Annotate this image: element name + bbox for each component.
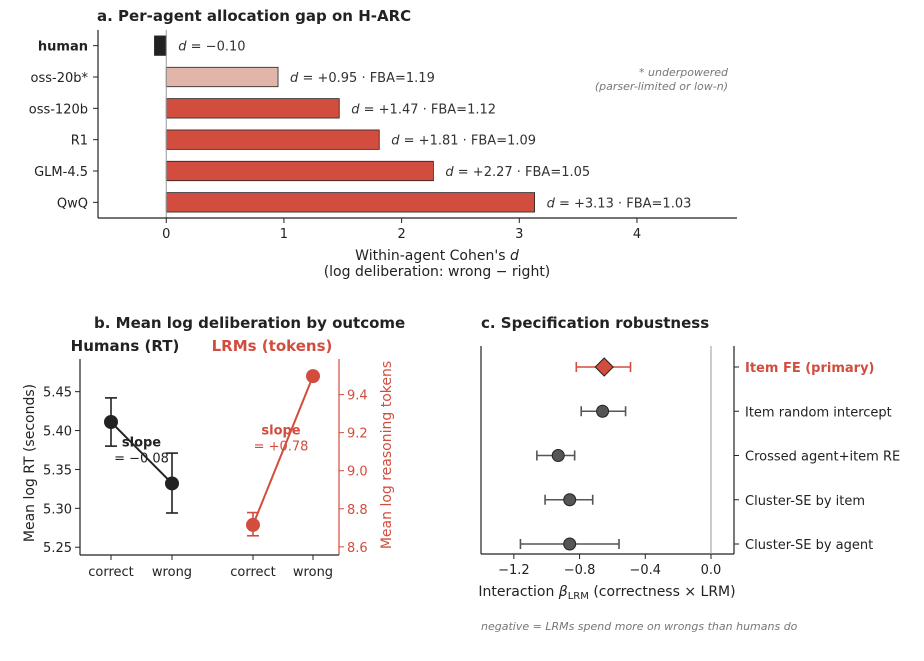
lrms-line [252,375,314,526]
spec-label: Cluster-SE by item [745,494,865,509]
panel-b-ylabel-right: Mean log reasoning tokens [379,361,395,549]
b-ytick-right-label: 9.0 [347,465,368,480]
lrms-slope-value: = +0.78 [254,440,309,455]
annotation-oss-120b: d = +1.47 · FBA=1.12 [351,102,496,117]
c-xtick-label: −0.4 [629,563,661,578]
panel-a-bars: d = −0.10 d = +0.95 · FBA=1.19 d = +1.47 ·… [154,35,692,213]
estimate-diamond [594,357,614,377]
b-ytick-right-label: 9.2 [347,427,368,442]
b-ytick-right-label: 8.6 [347,541,368,556]
ytick-label-oss-20b*: oss-20b* [31,71,89,86]
ytick-label-R1: R1 [71,134,88,149]
c-xtick-label: −1.2 [498,563,530,578]
b-ytick-left-label: 5.25 [43,541,72,556]
ytick-label-oss-120b: oss-120b [29,102,88,117]
bar-oss-120b [165,98,340,119]
b-ytick-left-label: 5.45 [43,386,72,401]
panel-c-xlabel: Interaction βLRM (correctness × LRM) [478,584,735,602]
panel-a-title: a. Per-agent allocation gap on H-ARC [97,7,411,25]
b-xtick-label: correct [88,565,134,580]
estimate-point [551,449,565,462]
b-ytick-right-label: 8.8 [347,503,368,518]
lrms-point [246,517,260,532]
panel-a-xlabel-1: Within-agent Cohen's d [355,248,519,264]
xtick-label: 0 [162,227,170,242]
spec-label: Item random intercept [745,405,892,420]
b-ytick-right-label: 9.4 [347,389,368,404]
lrms-point [306,369,320,384]
panel-c-title: c. Specification robustness [481,314,709,332]
lrms-slope-title: slope [261,424,300,439]
panel-b-lrms-header: LRMs (tokens) [212,337,333,355]
xtick-label: 1 [280,227,288,242]
humans-point [165,476,179,491]
humans-slope-value: = −0.08 [114,452,169,467]
panel-c: c. Specification robustness −1.2 −0.8 −0.4… [478,314,900,633]
panel-b-plot: 5.25 5.30 5.35 5.40 5.45 8.6 8.8 9.0 9.2 9.4 corre… [43,359,368,580]
panel-a-axes: human oss-20b* oss-120b R1 GLM-4.5 QwQ 0 1 2 3 4 [29,30,737,242]
panel-b: b. Mean log deliberation by outcome Huma… [22,314,405,580]
annotation-human: d = −0.10 [178,40,245,55]
annotation-GLM-4.5: d = +2.27 · FBA=1.05 [445,165,590,180]
bar-R1 [165,129,380,150]
b-ytick-left-label: 5.30 [43,502,72,517]
panel-b-title: b. Mean log deliberation by outcome [94,314,405,332]
humans-line [110,421,173,485]
estimate-point [563,493,577,507]
spec-label: Cluster-SE by agent [745,538,873,553]
estimate-point [563,537,577,551]
bar-human [154,35,167,56]
panel-b-ylabel-left: Mean log RT (seconds) [22,384,38,542]
b-ytick-left-label: 5.35 [43,463,72,478]
b-xtick-label: wrong [152,565,192,580]
c-xtick-label: −0.8 [564,563,596,578]
panel-a: a. Per-agent allocation gap on H-ARC d =… [29,7,737,280]
estimate-point [596,404,610,418]
panel-b-humans-header: Humans (RT) [71,337,180,355]
xtick-label: 2 [397,227,405,242]
c-xtick-label: 0.0 [701,563,722,578]
spec-label: Crossed agent+item RE [745,450,900,465]
panel-c-plot: −1.2 −0.8 −0.4 0.0 Item FE (primary) Item ran… [480,346,900,578]
xtick-label: 3 [515,227,523,242]
xtick-label: 4 [633,227,641,242]
panel-a-note-1: * underpowered [639,66,729,79]
panel-a-note-2: (parser-limited or low-n) [595,80,728,93]
bar-QwQ [165,192,535,213]
spec-label: Item FE (primary) [745,361,875,376]
annotation-R1: d = +1.81 · FBA=1.09 [391,134,536,149]
panel-c-footnote: negative = LRMs spend more on wrongs tha… [481,620,798,633]
b-xtick-label: wrong [293,565,333,580]
bar-oss-20b* [165,66,279,88]
annotation-oss-20b*: d = +0.95 · FBA=1.19 [290,71,435,86]
ytick-label-QwQ: QwQ [57,196,88,211]
panel-a-xlabel-2: (log deliberation: wrong − right) [324,264,551,280]
ytick-label-human: human [38,40,88,55]
annotation-QwQ: d = +3.13 · FBA=1.03 [547,196,692,211]
b-xtick-label: correct [230,565,276,580]
b-ytick-left-label: 5.40 [43,425,72,440]
ytick-label-GLM-4.5: GLM-4.5 [34,165,88,180]
humans-point [104,415,118,429]
humans-slope-title: slope [122,436,161,451]
bar-GLM-4.5 [165,160,434,182]
